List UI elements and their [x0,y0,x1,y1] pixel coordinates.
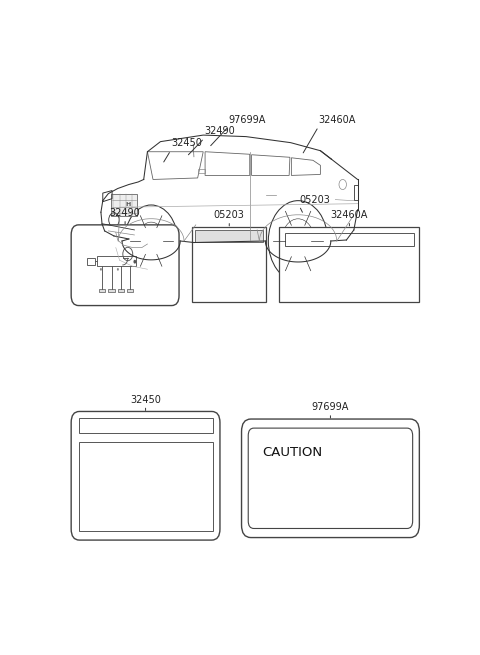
Text: CAUTION: CAUTION [262,445,322,458]
Text: H: H [126,202,131,207]
Bar [195,230,264,242]
Bar [87,258,95,265]
Bar [99,288,106,292]
FancyBboxPatch shape [71,225,179,305]
Bar [279,227,420,301]
Text: 32450: 32450 [130,395,161,405]
Text: 05203: 05203 [299,195,330,204]
Text: 32490: 32490 [204,126,235,136]
Text: 97699A: 97699A [312,402,349,413]
Bar [111,194,137,215]
Text: 32460A: 32460A [319,115,356,125]
Text: 97699A: 97699A [228,115,266,125]
Circle shape [133,260,136,263]
FancyBboxPatch shape [241,419,420,538]
Circle shape [100,268,102,271]
Bar [118,288,124,292]
Bar [127,288,133,292]
Text: 32450: 32450 [171,138,202,148]
Circle shape [117,268,119,271]
Bar [285,233,414,246]
FancyBboxPatch shape [248,428,413,529]
Text: 32490: 32490 [110,208,141,218]
Text: 32460A: 32460A [331,210,368,220]
Bar [79,417,213,433]
FancyBboxPatch shape [71,411,220,540]
Circle shape [293,234,303,248]
Bar [79,441,213,531]
Bar [108,288,115,292]
Bar [354,185,359,200]
Text: 05203: 05203 [214,210,245,220]
Bar [96,256,136,267]
Bar [192,227,266,301]
Circle shape [146,235,156,247]
